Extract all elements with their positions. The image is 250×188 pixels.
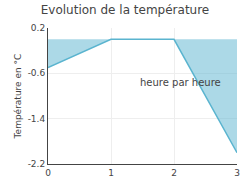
svg-text:heure par heure: heure par heure — [140, 77, 221, 88]
svg-text:-0.6: -0.6 — [28, 68, 46, 78]
svg-text:Température en °C: Température en °C — [13, 54, 23, 140]
svg-text:0.2: 0.2 — [31, 23, 45, 33]
svg-text:0: 0 — [45, 168, 51, 178]
svg-text:-2.2: -2.2 — [28, 159, 46, 169]
svg-text:1: 1 — [108, 168, 114, 178]
svg-text:2: 2 — [171, 168, 177, 178]
svg-text:Evolution de la température: Evolution de la température — [41, 3, 210, 17]
svg-text:3: 3 — [234, 168, 240, 178]
svg-text:-1.4: -1.4 — [28, 114, 46, 124]
